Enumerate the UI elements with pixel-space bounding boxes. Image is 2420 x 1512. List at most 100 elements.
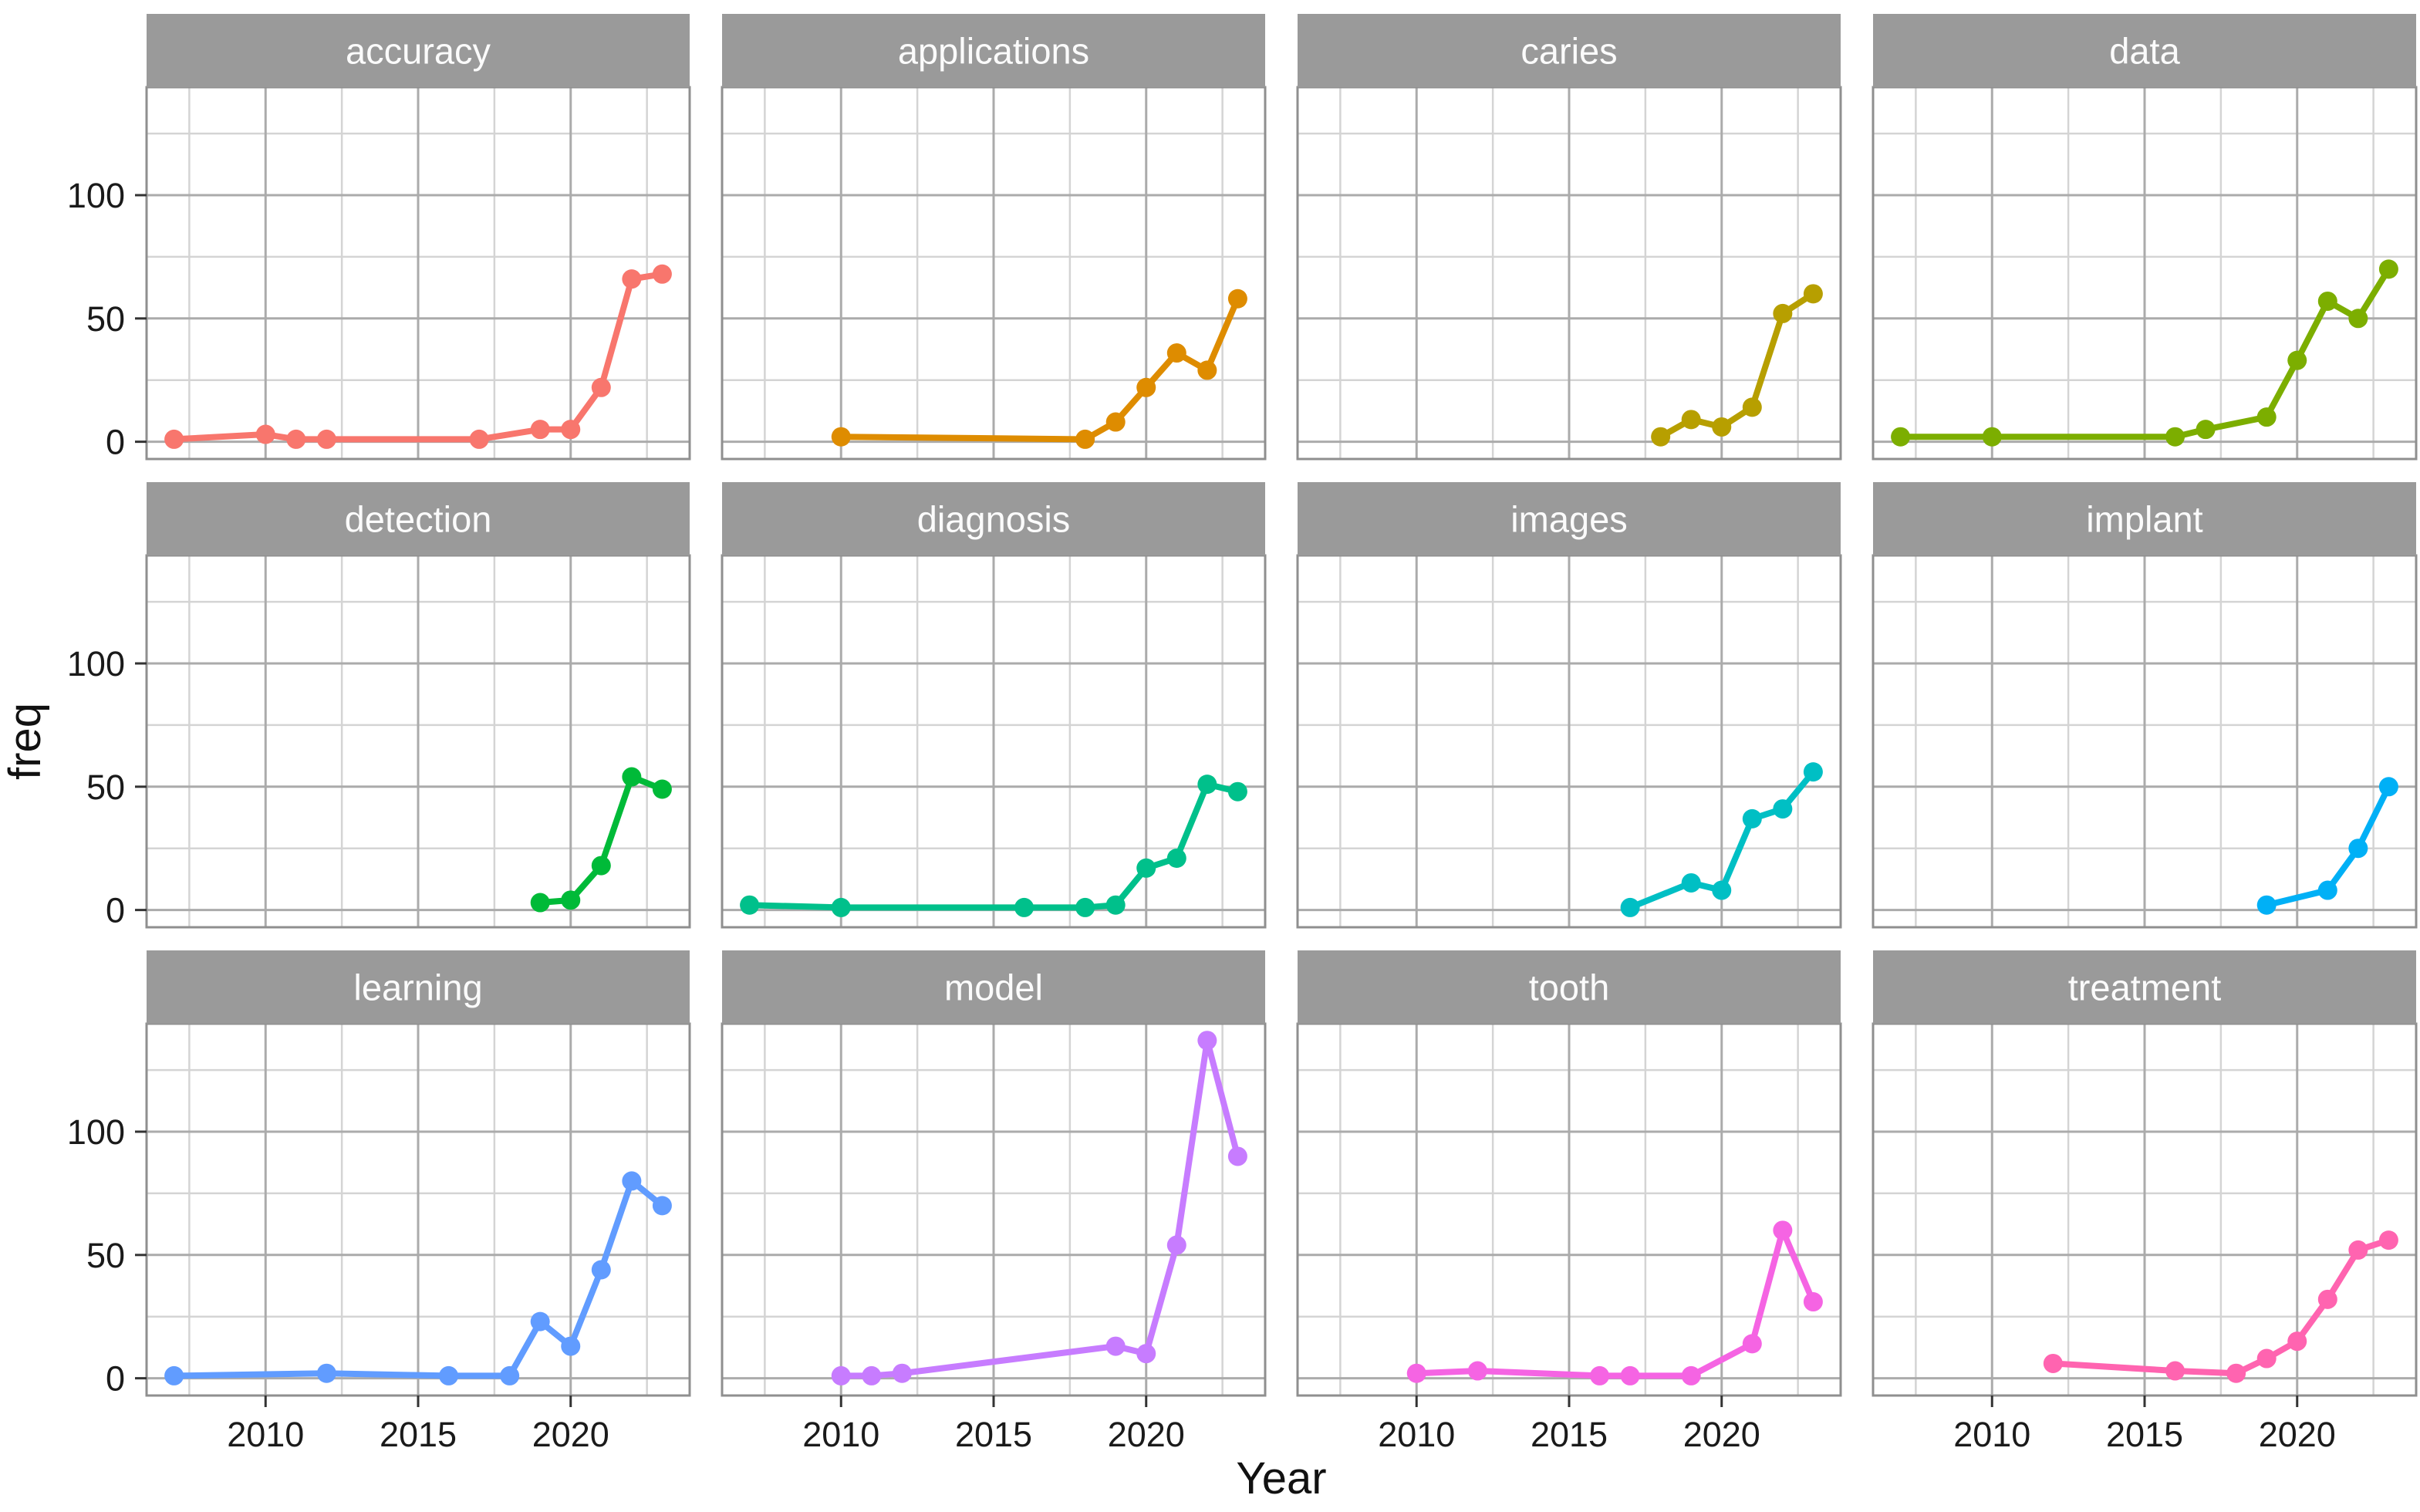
series-line-implant bbox=[2263, 783, 2392, 909]
data-point bbox=[530, 1311, 550, 1331]
strip-detection bbox=[147, 482, 690, 555]
data-point bbox=[2378, 259, 2398, 279]
strip-diagnosis bbox=[722, 482, 1265, 555]
data-point bbox=[1105, 1336, 1126, 1356]
data-point bbox=[2287, 350, 2307, 370]
y-tick-label: 50 bbox=[86, 1236, 125, 1275]
data-point bbox=[1681, 410, 1701, 430]
facet-treatment: treatment 2010 2015 2020 bbox=[1872, 950, 2418, 1454]
data-point bbox=[561, 420, 581, 440]
y-tick-label: 0 bbox=[106, 1359, 125, 1399]
facet-applications: applications bbox=[721, 14, 1267, 461]
data-point bbox=[530, 420, 550, 440]
strip-title-model: model bbox=[944, 967, 1043, 1008]
data-point bbox=[1712, 417, 1732, 437]
strip-tooth bbox=[1298, 950, 1841, 1024]
data-point bbox=[1891, 427, 1911, 447]
data-point bbox=[1166, 343, 1186, 363]
data-point bbox=[286, 429, 306, 449]
facet-data: data bbox=[1872, 14, 2418, 461]
data-point bbox=[831, 897, 851, 917]
strip-title-diagnosis: diagnosis bbox=[917, 499, 1071, 540]
strip-title-accuracy: accuracy bbox=[346, 31, 491, 72]
x-tick-label: 2015 bbox=[380, 1415, 457, 1454]
x-tick-label: 2020 bbox=[532, 1415, 609, 1454]
x-tick-label: 2020 bbox=[2259, 1415, 2336, 1454]
strip-title-applications: applications bbox=[898, 31, 1089, 72]
strip-treatment bbox=[1873, 950, 2416, 1024]
x-tick-label: 2015 bbox=[1531, 1415, 1608, 1454]
data-point bbox=[1803, 1292, 1823, 1312]
data-point bbox=[740, 895, 760, 915]
data-point bbox=[2348, 1240, 2368, 1260]
data-point bbox=[469, 429, 489, 449]
data-point bbox=[1681, 872, 1701, 893]
y-tick-label: 100 bbox=[67, 176, 125, 215]
data-point bbox=[1712, 880, 1732, 900]
data-point bbox=[1227, 1146, 1247, 1166]
data-point bbox=[1197, 1031, 1217, 1051]
data-point bbox=[316, 429, 336, 449]
data-point bbox=[2256, 895, 2277, 915]
data-point bbox=[2317, 880, 2337, 900]
x-tick-label: 2010 bbox=[802, 1415, 879, 1454]
strip-title-data: data bbox=[2109, 31, 2180, 72]
data-point bbox=[652, 1196, 672, 1216]
data-point bbox=[1105, 895, 1126, 915]
data-point bbox=[1197, 360, 1217, 380]
data-point bbox=[652, 264, 672, 284]
facet-detection: detection 0 50 100 bbox=[67, 482, 691, 930]
data-point bbox=[1773, 303, 1793, 323]
y-tick-label: 100 bbox=[67, 644, 125, 683]
data-point bbox=[1467, 1361, 1487, 1381]
data-point bbox=[439, 1365, 459, 1385]
data-point bbox=[1773, 1220, 1793, 1240]
data-point bbox=[622, 767, 642, 787]
data-point bbox=[591, 856, 611, 876]
series-line-tooth bbox=[1413, 1227, 1817, 1379]
data-point bbox=[831, 427, 851, 447]
data-point bbox=[1166, 849, 1186, 869]
data-point bbox=[2348, 839, 2368, 859]
data-point bbox=[316, 1363, 336, 1383]
data-point bbox=[561, 1336, 581, 1356]
data-point bbox=[1742, 808, 1762, 829]
data-point bbox=[255, 424, 275, 444]
data-point bbox=[831, 1365, 851, 1385]
data-point bbox=[2165, 427, 2185, 447]
data-point bbox=[2317, 291, 2337, 311]
facet-model: model 2010 2015 2020 bbox=[721, 950, 1267, 1454]
x-tick-label: 2015 bbox=[2106, 1415, 2183, 1454]
data-point bbox=[2226, 1363, 2246, 1383]
strip-title-caries: caries bbox=[1521, 31, 1617, 72]
x-tick-label: 2015 bbox=[955, 1415, 1032, 1454]
data-point bbox=[1136, 377, 1156, 397]
data-point bbox=[1075, 429, 1095, 449]
data-point bbox=[500, 1365, 520, 1385]
strip-model bbox=[722, 950, 1265, 1024]
data-point bbox=[1105, 412, 1126, 432]
data-point bbox=[1136, 858, 1156, 878]
facet-learning: learning 0 50 100 2010 2015 2020 bbox=[67, 950, 691, 1454]
data-point bbox=[2196, 420, 2216, 440]
facet-panels: accuracy 0 50 100 applications caries data dete… bbox=[67, 14, 2418, 1454]
data-point bbox=[2378, 777, 2398, 797]
x-axis-title: Year bbox=[1236, 1453, 1326, 1504]
strip-data bbox=[1873, 14, 2416, 87]
facet-implant: implant bbox=[1872, 482, 2418, 929]
data-point bbox=[622, 1171, 642, 1191]
data-point bbox=[862, 1365, 882, 1385]
x-tick-label: 2020 bbox=[1108, 1415, 1185, 1454]
data-point bbox=[1227, 289, 1247, 309]
data-point bbox=[591, 377, 611, 397]
strip-accuracy bbox=[147, 14, 690, 87]
y-tick-label: 0 bbox=[106, 891, 125, 930]
facet-accuracy: accuracy 0 50 100 bbox=[67, 14, 691, 462]
strip-title-learning: learning bbox=[353, 967, 482, 1008]
data-point bbox=[1227, 781, 1247, 802]
strip-title-tooth: tooth bbox=[1529, 967, 1610, 1008]
series-line-treatment bbox=[2050, 1237, 2392, 1377]
data-point bbox=[561, 890, 581, 910]
